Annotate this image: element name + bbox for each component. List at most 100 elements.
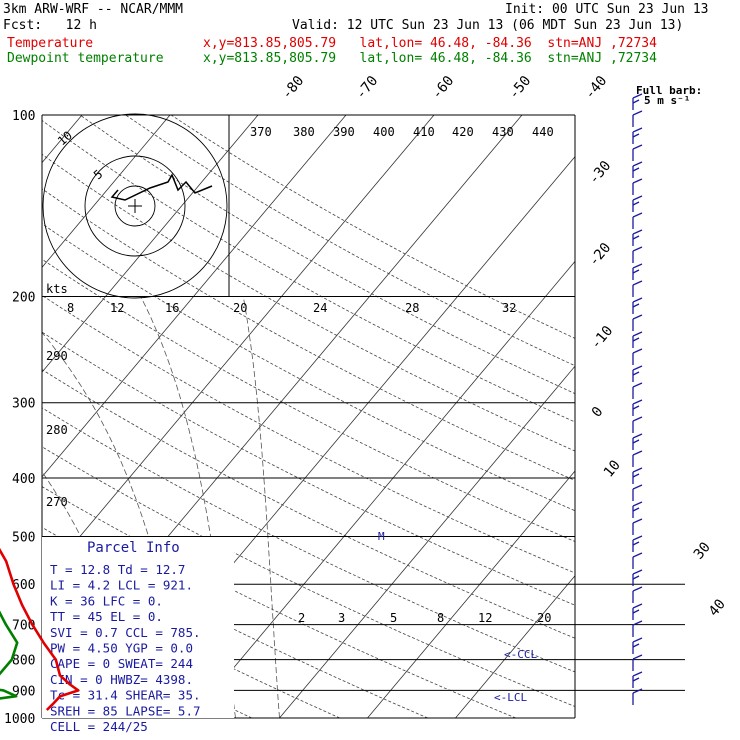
- hodograph-trace: [110, 173, 213, 201]
- isotherm: [42, 115, 347, 478]
- pressure-label: 200: [12, 291, 35, 306]
- dry-adiabat: [42, 331, 575, 606]
- theta-label: 290: [46, 349, 68, 363]
- wind-barb-flag: [632, 365, 643, 371]
- theta-e-label: 420: [452, 125, 474, 139]
- ccl-marker: <-CCL: [504, 648, 537, 661]
- isotherm-label: 30: [691, 539, 714, 562]
- mixing-ratio-label-low: 20: [537, 611, 551, 625]
- pressure-label: 100: [12, 109, 35, 124]
- level-m-marker: M: [378, 530, 385, 543]
- mixing-ratio-label: 20: [233, 301, 247, 315]
- pressure-label: 600: [12, 578, 35, 593]
- wind-barb-flag: [632, 144, 643, 150]
- parcel-info-row: CELL = 244/25: [50, 719, 148, 734]
- theta-e-label: 400: [373, 125, 395, 139]
- theta-label: 280: [46, 423, 68, 437]
- isotherm: [367, 470, 575, 718]
- mixing-ratio-label-low: 2: [298, 611, 305, 625]
- parcel-info-row: PW = 4.50 YGP = 0.0: [50, 641, 193, 656]
- wind-barb-flag: [632, 484, 643, 490]
- theta-e-label: 410: [413, 125, 435, 139]
- wind-barb-flag: [632, 575, 640, 580]
- temperature-location: x,y=813.85,805.79 lat,lon= 46.48, -84.36…: [203, 36, 657, 51]
- isotherm: [191, 260, 575, 718]
- parcel-info-row: T = 12.8 Td = 12.7: [50, 562, 185, 577]
- wind-barb-flag: [632, 167, 640, 172]
- isotherm: [42, 115, 259, 373]
- wind-barb-flag: [632, 297, 643, 303]
- mixing-ratio-label-low: 12: [478, 611, 492, 625]
- model-title: 3km ARW-WRF -- NCAR/MMM: [3, 2, 184, 17]
- isotherm: [279, 365, 575, 718]
- wind-barb-flag: [632, 416, 643, 422]
- wind-barb-flag: [632, 501, 643, 507]
- hodograph-ring-label: 10: [55, 128, 75, 148]
- wind-barb-flag: [632, 643, 640, 648]
- wind-barb-flag: [632, 439, 640, 444]
- parcel-info-row: Tc = 31.4 SHEAR= 35.: [50, 688, 201, 703]
- theta-e-label: 440: [532, 125, 554, 139]
- wind-barb-flag: [632, 280, 643, 286]
- hodograph-units: kts: [46, 282, 68, 296]
- mixing-ratio-label-low: 5: [390, 611, 397, 625]
- mixing-ratio-label: 28: [405, 301, 419, 315]
- pressure-lines: [41, 114, 685, 719]
- theta-e-label: 380: [293, 125, 315, 139]
- full-barb-label: Full barb:: [636, 84, 702, 97]
- theta-e-label: 430: [492, 125, 514, 139]
- hodograph-ring: [114, 185, 156, 227]
- dry-adiabat: [42, 188, 575, 481]
- wind-barb-flag: [632, 246, 643, 252]
- hodograph-ring: [84, 155, 186, 257]
- lcl-marker: <-LCL: [494, 691, 527, 704]
- isotherm-label: -70: [353, 73, 382, 103]
- mixing-ratio-label: 32: [502, 301, 516, 315]
- dewpoint-series: [0, 610, 19, 700]
- hodograph-ring: [42, 113, 228, 299]
- pressure-label: 500: [12, 530, 35, 545]
- isotherm-label: -50: [506, 73, 535, 103]
- wind-barb-flag: [632, 586, 643, 592]
- parcel-info-row: CIN = 0 HWBZ= 4398.: [50, 672, 193, 687]
- mixing-ratio-label: 8: [67, 301, 74, 315]
- wind-barb-flag: [632, 382, 643, 388]
- theta-e-label: 390: [333, 125, 355, 139]
- pressure-label: 900: [12, 684, 35, 699]
- pressure-label: 700: [12, 619, 35, 634]
- wind-barb-flag: [632, 450, 643, 456]
- pressure-label: 1000: [4, 712, 35, 727]
- isotherm-label: -60: [429, 73, 458, 103]
- mixing-ratio-label-low: 8: [437, 611, 444, 625]
- wind-barb-flag: [632, 229, 643, 235]
- pressure-label: 800: [12, 654, 35, 669]
- full-barb-units: 5 m s⁻¹: [644, 94, 690, 107]
- mixing-ratio-label-low: 3: [338, 611, 345, 625]
- wind-barb-flag: [632, 569, 643, 575]
- wind-barb-flag: [632, 620, 643, 626]
- forecast-hour: Fcst: 12 h: [3, 18, 97, 33]
- wind-barbs: Full barb:5 m s⁻¹: [632, 84, 702, 705]
- isotherm-label: -80: [279, 73, 308, 103]
- wind-barb-flag: [632, 677, 640, 682]
- parcel-info-row: K = 36 LFC = 0.: [50, 593, 163, 608]
- wind-barb-flag: [632, 637, 643, 643]
- moist-adiabat: [242, 296, 280, 718]
- valid-time: Valid: 12 UTC Sun 23 Jun 13 (06 MDT Sun …: [292, 18, 684, 33]
- init-time: Init: 00 UTC Sun 23 Jun 13: [505, 2, 709, 17]
- parcel-info-row: SREH = 85 LAPSE= 5.7: [50, 703, 201, 718]
- pressure-label: 300: [12, 397, 35, 412]
- isotherm-label: 10: [601, 457, 624, 480]
- wind-barb-flag: [632, 303, 640, 308]
- parcel-info-row: SVI = 0.7 CCL = 785.: [50, 625, 201, 640]
- theta-label: 270: [46, 495, 68, 509]
- wind-barb-flag: [632, 127, 643, 133]
- wind-barb-flag: [632, 609, 640, 614]
- theta-e-label: 370: [250, 125, 272, 139]
- wind-barb-flag: [632, 99, 640, 104]
- parcel-info-row: CAPE = 0 SWEAT= 244: [50, 656, 193, 671]
- wind-barb-flag: [632, 235, 640, 240]
- dewpoint-legend: Dewpoint temperature: [7, 51, 164, 66]
- wind-barb-flag: [632, 110, 643, 116]
